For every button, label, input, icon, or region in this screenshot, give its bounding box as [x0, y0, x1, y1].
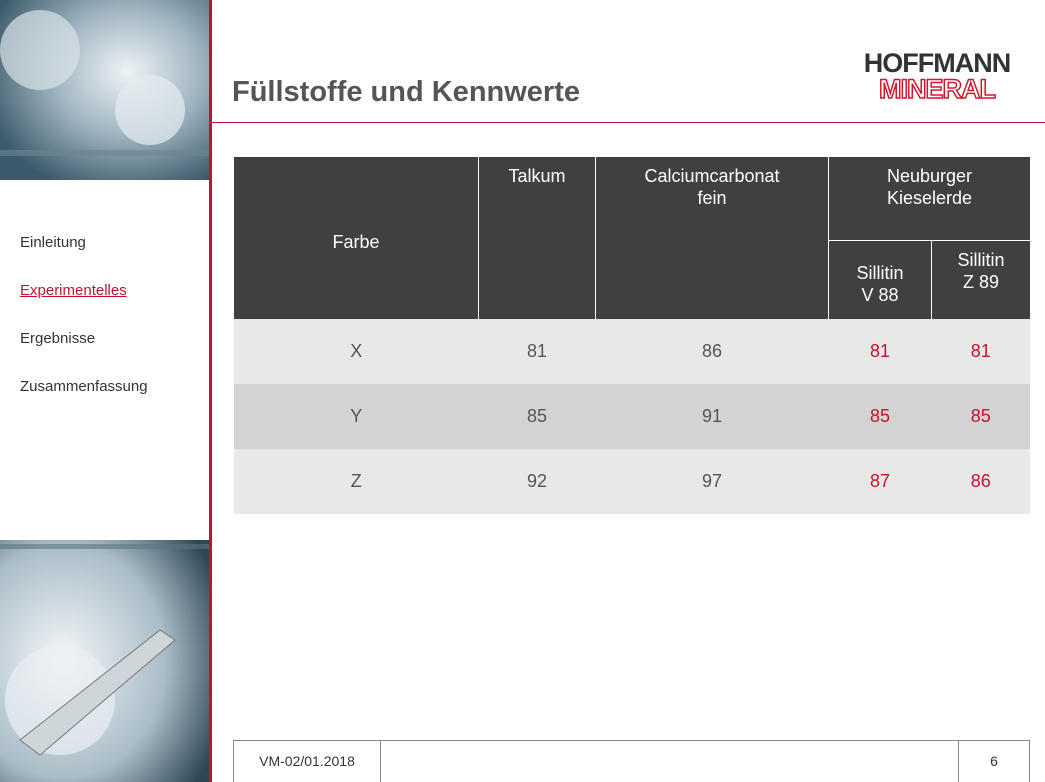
table-cell: 85 [931, 384, 1030, 449]
slide-title: Füllstoffe und Kennwerte [232, 76, 580, 108]
nav: Einleitung Experimentelles Ergebnisse Zusam… [20, 234, 148, 426]
table-cell: X [234, 319, 479, 384]
table-cell: Z [234, 449, 479, 514]
table-cell: 85 [828, 384, 932, 449]
footer-code: VM-02/01.2018 [234, 741, 381, 782]
sidebar-images [0, 0, 212, 782]
table-cell: 86 [931, 449, 1030, 514]
table-cell: 86 [595, 319, 829, 384]
logo-text: HOFFMANN [863, 48, 1011, 78]
table-cell: 97 [595, 449, 829, 514]
table-cell: 81 [931, 319, 1030, 384]
nav-item[interactable]: Zusammenfassung [20, 378, 148, 395]
table-cell: 87 [828, 449, 932, 514]
table-cell: 85 [478, 384, 596, 449]
table-cell: 81 [828, 319, 932, 384]
header-rule [212, 122, 1045, 123]
table-cell: Y [234, 384, 479, 449]
header-cell: Neuburger Kieselerde [828, 157, 1030, 241]
table-row: Y 85 91 85 85 [234, 384, 1030, 449]
nav-item[interactable]: Einleitung [20, 234, 86, 251]
nav-item[interactable]: Experimentelles [20, 282, 127, 299]
header-cell: Calciumcarbonat fein [595, 157, 829, 319]
table-row: X 81 86 81 81 [234, 319, 1030, 384]
table-cell: 91 [595, 384, 829, 449]
logo: HOFFMANN MINERAL [842, 48, 1032, 104]
subheader-cell: Sillitin Z 89 [931, 240, 1030, 319]
header-cell: Farbe [234, 157, 479, 319]
table-cell: 92 [478, 449, 596, 514]
table-cell: 81 [478, 319, 596, 384]
data-table: Farbe Talkum Calciumcarbonat fein Neubur… [234, 157, 1030, 514]
page-number: 6 [958, 741, 1029, 782]
header-cell: Talkum [478, 157, 596, 319]
logo-text: MINERAL [878, 74, 997, 104]
nav-item[interactable]: Ergebnisse [20, 330, 96, 347]
footer: VM-02/01.2018 6 [233, 740, 1030, 782]
subheader-cell: Sillitin V 88 [828, 240, 932, 319]
table-row: Z 92 97 87 86 [234, 449, 1030, 514]
